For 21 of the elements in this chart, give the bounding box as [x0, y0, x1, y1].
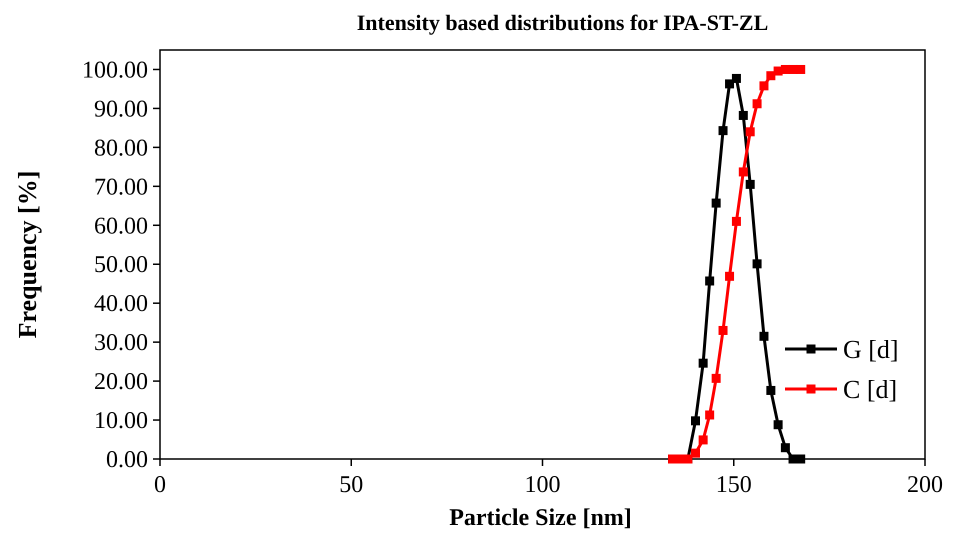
chart-title: Intensity based distributions for IPA-ST-ZL — [356, 10, 768, 35]
y-tick-label: 100.00 — [82, 57, 148, 84]
x-tick-label: 150 — [716, 472, 752, 498]
x-tick-label: 0 — [154, 472, 166, 498]
legend-label: C [d] — [843, 375, 898, 404]
y-tick-label: 20.00 — [94, 369, 148, 396]
y-tick-label: 70.00 — [94, 174, 148, 200]
y-tick-label: 30.00 — [94, 330, 148, 356]
y-tick-label: 0.00 — [106, 447, 148, 473]
y-tick-label: 40.00 — [94, 291, 148, 318]
x-axis-title: Particle Size [nm] — [449, 505, 632, 531]
legend-label: G [d] — [843, 335, 899, 364]
x-tick-label: 100 — [524, 472, 560, 498]
y-tick-label: 60.00 — [94, 213, 148, 240]
y-tick-label: 50.00 — [94, 252, 148, 278]
x-tick-label: 200 — [907, 472, 943, 498]
y-tick-label: 90.00 — [94, 96, 148, 122]
y-tick-label: 10.00 — [94, 408, 148, 434]
y-tick-label: 80.00 — [94, 135, 148, 162]
y-axis-title: Frequency [%] — [13, 170, 42, 338]
x-tick-label: 50 — [339, 472, 364, 498]
